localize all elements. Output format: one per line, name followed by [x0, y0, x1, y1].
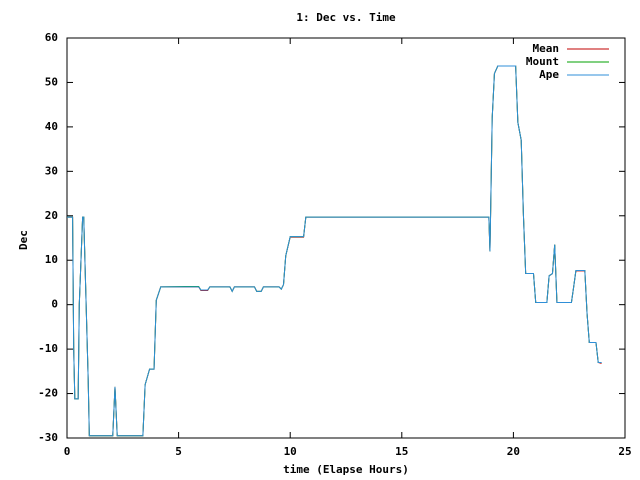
chart-title: 1: Dec vs. Time — [296, 11, 396, 24]
x-tick-label: 0 — [64, 445, 71, 458]
y-tick-label: 20 — [45, 209, 58, 222]
x-tick-label: 25 — [618, 445, 631, 458]
y-axis-label: Dec — [17, 230, 30, 250]
y-tick-label: 10 — [45, 253, 58, 266]
y-tick-label: 0 — [51, 298, 58, 311]
y-tick-label: -30 — [38, 431, 58, 444]
y-tick-label: -20 — [38, 387, 58, 400]
series-line — [67, 65, 602, 437]
y-tick-label: 30 — [45, 164, 58, 177]
x-tick-label: 15 — [395, 445, 408, 458]
x-tick-label: 5 — [175, 445, 182, 458]
x-tick-label: 20 — [507, 445, 520, 458]
plot-frame — [66, 37, 626, 439]
y-tick-label: 40 — [45, 120, 58, 133]
legend-label: Ape — [539, 68, 559, 81]
x-axis-label: time (Elapse Hours) — [283, 463, 409, 476]
y-tick-label: 60 — [45, 31, 58, 44]
x-tick-label: 10 — [284, 445, 297, 458]
legend-label: Mean — [533, 42, 560, 55]
legend-label: Mount — [526, 55, 559, 68]
y-tick-label: -10 — [38, 342, 58, 355]
y-tick-label: 50 — [45, 75, 58, 88]
